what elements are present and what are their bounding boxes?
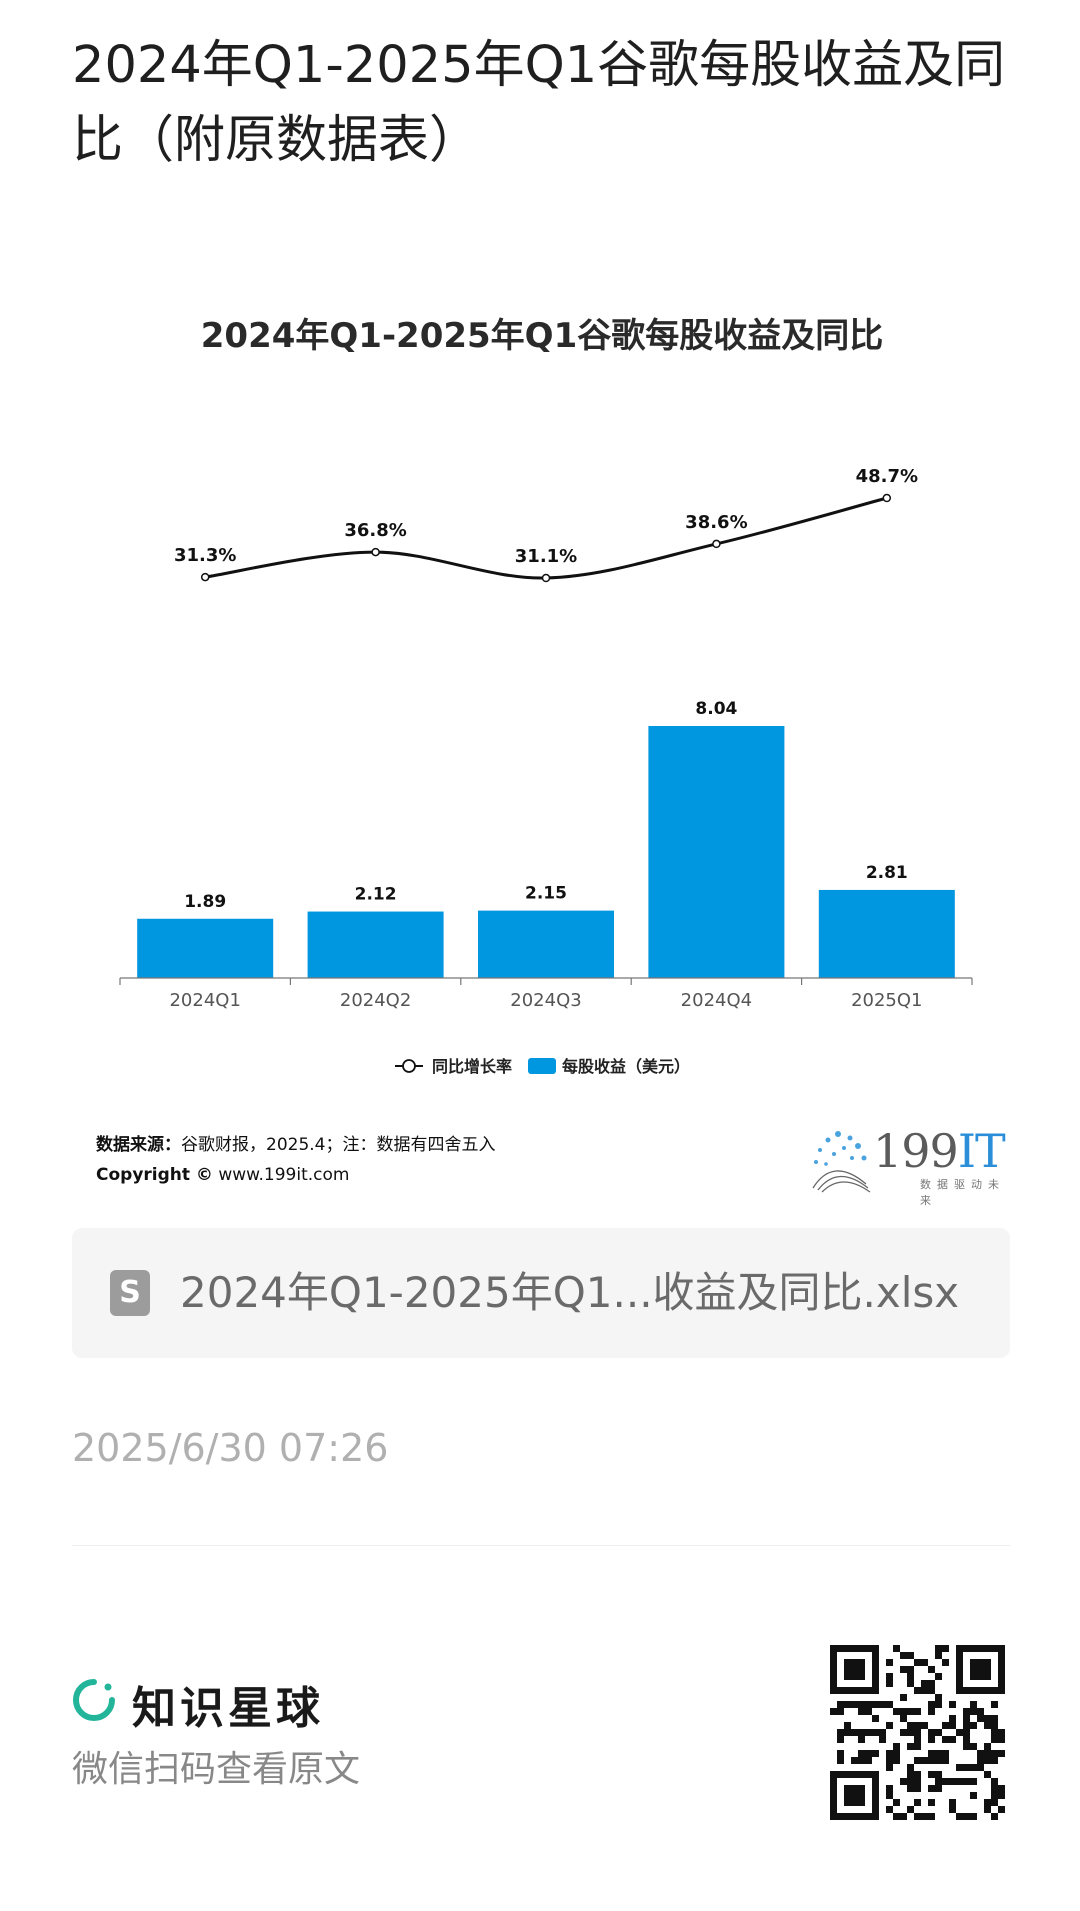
chart-container: 1.89 2.12 2.15 8.04 2.81 2024Q1 2024Q2 2024Q3 20… xyxy=(72,290,1012,1190)
growth-rate-point xyxy=(541,573,551,583)
growth-rate-point xyxy=(371,547,380,557)
bar-2025Q1 xyxy=(818,889,955,978)
bar-value-label: 1.89 xyxy=(184,892,226,912)
x-tick-label: 2024Q1 xyxy=(169,990,240,1011)
spreadsheet-icon: S xyxy=(110,1270,150,1316)
file-attachment[interactable]: S 2024年Q1-2025年Q1...收益及同比.xlsx xyxy=(72,1228,1010,1358)
growth-rate-label: 38.6% xyxy=(685,512,747,533)
post-timestamp: 2025/6/30 07:26 xyxy=(72,1426,389,1470)
bar-value-label: 2.12 xyxy=(355,885,397,905)
copyright-url: www.199it.com xyxy=(218,1165,350,1185)
qr-code-icon[interactable] xyxy=(830,1645,1005,1820)
legend-item-eps: 每股收益（美元） xyxy=(562,1057,690,1076)
legend-line-marker xyxy=(402,1059,416,1073)
growth-rate-label: 48.7% xyxy=(856,466,918,487)
bar-2024Q3 xyxy=(478,910,614,978)
bar-2024Q4 xyxy=(648,726,785,978)
logo-dots-icon xyxy=(812,1131,871,1193)
growth-rate-label: 36.8% xyxy=(344,520,406,541)
logo-199it: 199IT 数据驱动未来 xyxy=(808,1120,1008,1207)
eps-chart: 1.89 2.12 2.15 8.04 2.81 2024Q1 2024Q2 2024Q3 20… xyxy=(119,466,973,1076)
file-name[interactable]: 2024年Q1-2025年Q1...收益及同比.xlsx xyxy=(180,1268,960,1317)
x-tick-label: 2024Q4 xyxy=(681,990,752,1011)
bar-2024Q1 xyxy=(137,918,274,978)
legend-bar-swatch xyxy=(528,1058,556,1074)
source-note: 数据来源：谷歌财报，2025.4；注：数据有四舍五入 Copyright © w… xyxy=(96,1130,495,1190)
x-tick-label: 2024Q2 xyxy=(340,990,411,1011)
chart-title: 2024年Q1-2025年Q1谷歌每股收益及同比 xyxy=(200,316,884,356)
page-title: 2024年Q1-2025年Q1谷歌每股收益及同比（附原数据表） xyxy=(72,36,1006,170)
divider xyxy=(72,1545,1010,1546)
brand-name: 知识星球 xyxy=(132,1683,324,1734)
logo-text: 199 xyxy=(873,1124,959,1178)
x-tick-label: 2025Q1 xyxy=(851,990,922,1011)
bar-2024Q2 xyxy=(307,911,444,978)
source-label: 数据来源： xyxy=(96,1135,181,1155)
logo-slogan: 数据驱动未来 xyxy=(920,1178,1005,1207)
bar-value-label: 8.04 xyxy=(695,699,737,719)
bar-value-label: 2.15 xyxy=(525,884,567,904)
growth-rate-label: 31.3% xyxy=(174,545,236,566)
growth-rate-point xyxy=(200,572,210,582)
growth-rate-point xyxy=(712,539,721,549)
scan-hint: 微信扫码查看原文 xyxy=(72,1749,361,1790)
bar-value-label: 2.81 xyxy=(866,863,908,883)
zsxq-logo-icon xyxy=(73,1679,115,1721)
source-text: 谷歌财报，2025.4；注：数据有四舍五入 xyxy=(181,1135,496,1155)
logo-it: IT xyxy=(957,1124,1006,1178)
growth-rate-point xyxy=(882,493,892,503)
x-tick-label: 2024Q3 xyxy=(510,990,581,1011)
growth-rate-label: 31.1% xyxy=(515,546,577,567)
legend-item-growth: 同比增长率 xyxy=(432,1057,512,1076)
copyright-label: Copyright © xyxy=(96,1165,213,1185)
